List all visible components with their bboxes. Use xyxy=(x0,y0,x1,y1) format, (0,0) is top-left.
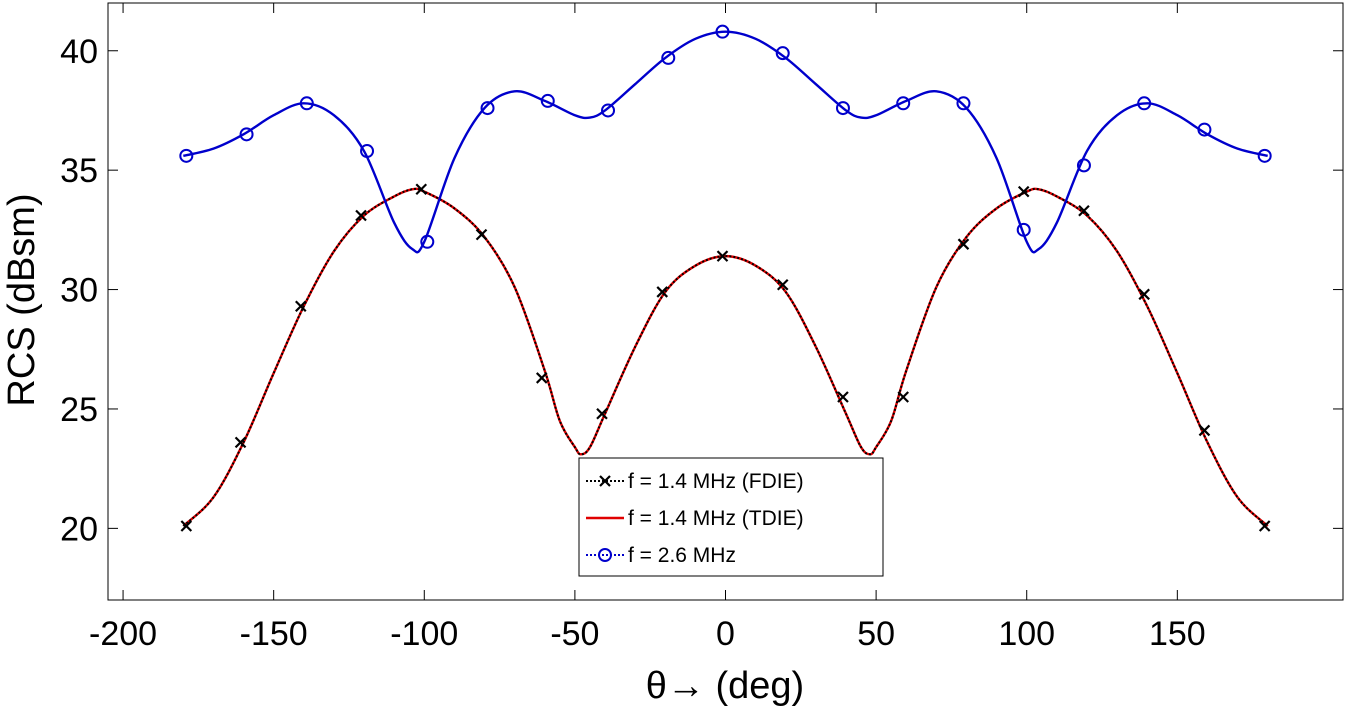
data-point-fdie xyxy=(1258,520,1271,532)
legend-box xyxy=(578,457,884,577)
data-point-x-stroke xyxy=(1017,185,1030,198)
data-point-x-stroke xyxy=(776,279,789,291)
data-point-x-stroke xyxy=(535,372,548,384)
data-point-26mhz xyxy=(540,93,555,108)
data-point-x-stroke xyxy=(957,238,970,250)
data-point-26mhz xyxy=(601,103,616,118)
x-tick-label: -100 xyxy=(390,615,458,653)
x-tick-label: 100 xyxy=(998,615,1055,653)
data-point-fdie xyxy=(897,391,909,403)
x-tick-label: 50 xyxy=(857,615,895,653)
data-point-x-stroke xyxy=(180,520,193,532)
data-point-fdie xyxy=(1138,288,1150,301)
x-tick-label: 0 xyxy=(716,615,735,653)
data-point-x-stroke xyxy=(295,300,307,313)
legend: f = 1.4 MHz (FDIE) f = 1.4 MHz (TDIE) f … xyxy=(578,457,884,577)
data-point-26mhz xyxy=(179,148,194,163)
data-point-fdie xyxy=(1198,424,1211,437)
data-point-x-stroke xyxy=(656,286,669,298)
data-point-x-stroke xyxy=(897,391,909,403)
y-tick-label: 40 xyxy=(60,33,98,71)
legend-marker-fdie xyxy=(599,475,611,487)
data-point-x-stroke xyxy=(716,250,729,262)
data-point-fdie xyxy=(656,286,669,298)
data-point-x-stroke xyxy=(355,209,367,222)
y-tick-label: 35 xyxy=(60,152,98,190)
series-layer xyxy=(179,24,1272,532)
data-point-26mhz xyxy=(480,101,495,116)
data-point-fdie xyxy=(776,279,789,291)
data-point-x-stroke xyxy=(475,228,488,241)
data-point-x-stroke xyxy=(234,436,247,449)
data-point-26mhz xyxy=(775,46,790,61)
x-axis-title: θ→ (deg) xyxy=(646,665,804,707)
data-point-fdie xyxy=(234,436,247,449)
data-point-26mhz xyxy=(1076,158,1091,173)
data-point-fdie xyxy=(475,228,488,241)
data-point-x-stroke xyxy=(1198,424,1211,437)
plot-area-frame xyxy=(107,2,1344,601)
legend-label-26mhz: f = 2.6 MHz xyxy=(628,544,736,567)
data-point-fdie xyxy=(535,372,548,384)
data-point-fdie xyxy=(837,391,849,403)
x-tick-label: -50 xyxy=(550,615,599,653)
x-tick-label: -200 xyxy=(89,615,157,653)
data-point-fdie xyxy=(1017,185,1030,198)
series-line-fdie xyxy=(182,187,1269,527)
y-tick-label: 25 xyxy=(60,391,98,429)
legend-label-tdie: f = 1.4 MHz (TDIE) xyxy=(628,507,804,530)
tick-marks xyxy=(108,3,1343,600)
x-tick-label: -150 xyxy=(240,615,308,653)
y-tick-label: 20 xyxy=(60,510,98,548)
data-point-26mhz xyxy=(1257,148,1272,163)
data-point-26mhz xyxy=(239,127,254,142)
data-point-fdie xyxy=(716,250,729,262)
x-tick-label: 150 xyxy=(1149,615,1206,653)
data-point-fdie xyxy=(180,520,193,532)
legend-marker-26mhz xyxy=(598,548,612,562)
data-point-x-stroke xyxy=(1078,204,1090,217)
data-point-fdie xyxy=(596,407,608,420)
data-point-26mhz xyxy=(715,24,730,39)
data-point-26mhz xyxy=(835,101,850,116)
data-point-x-stroke xyxy=(415,183,428,196)
data-point-26mhz xyxy=(896,96,911,111)
data-point-fdie xyxy=(295,300,307,313)
data-point-fdie xyxy=(355,209,367,222)
series-line-26mhz xyxy=(183,30,1268,254)
y-axis-title: RCS (dBsm) xyxy=(1,193,43,406)
data-point-26mhz xyxy=(1137,96,1152,111)
data-point-26mhz xyxy=(1016,222,1031,237)
data-point-x-stroke xyxy=(1138,288,1150,301)
data-point-x-stroke xyxy=(837,391,849,403)
data-point-26mhz xyxy=(1197,122,1212,137)
y-tick-label: 30 xyxy=(60,272,98,310)
data-point-fdie xyxy=(415,183,428,196)
data-point-fdie xyxy=(1078,204,1090,217)
data-point-26mhz xyxy=(299,96,314,111)
data-point-26mhz xyxy=(360,144,375,159)
data-point-26mhz xyxy=(420,234,435,249)
data-point-x-stroke xyxy=(596,407,608,420)
data-point-fdie xyxy=(957,238,970,250)
data-point-26mhz xyxy=(956,96,971,111)
data-point-x-stroke xyxy=(1258,520,1271,532)
data-point-26mhz xyxy=(661,50,676,65)
legend-label-fdie: f = 1.4 MHz (FDIE) xyxy=(628,470,804,493)
